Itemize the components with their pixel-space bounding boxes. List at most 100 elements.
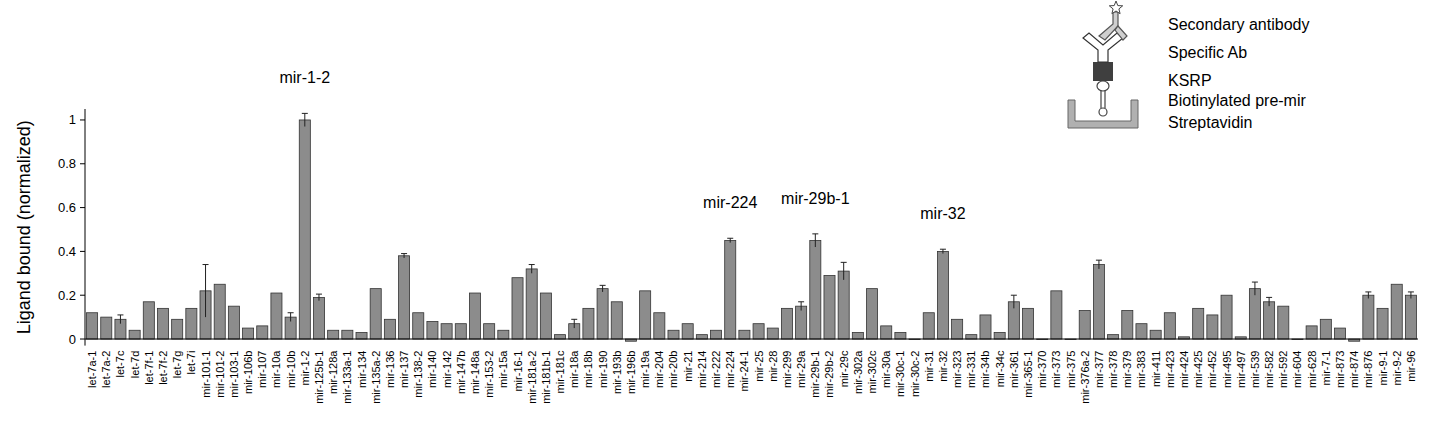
x-tick-label: mir-128a [327,350,339,394]
error-bar [302,113,308,126]
x-tick-label: mir-140 [426,351,438,388]
x-tick-label: mir-214 [696,351,708,388]
x-tick-label: mir-148a [469,350,481,394]
x-tick-label: mir-452 [1206,351,1218,388]
secondary-ab-arm [1115,26,1127,40]
x-tick-label: mir-32 [937,351,949,382]
x-tick-label: mir-18b [582,351,594,388]
x-tick-label: let-7c [114,350,126,377]
bar [157,308,168,339]
bar [399,256,410,339]
bar [455,324,466,339]
bar [1278,306,1289,339]
x-tick-label: mir-137 [398,351,410,388]
x-tick-label: mir-31 [923,351,935,382]
x-tick-label: mir-136 [384,351,396,388]
x-tick-label: mir-9-1 [1377,351,1389,386]
x-tick-label: mir-29b-1 [809,351,821,398]
bar [852,332,863,339]
error-bar [288,313,294,322]
x-tick-label: mir-29b-2 [823,351,835,398]
pre-mir-loop [1097,81,1109,91]
x-tick-label: mir-20b [668,351,680,388]
inset-label: Secondary antibody [1168,16,1309,33]
x-tick-label: mir-125b-1 [313,351,325,404]
secondary-ab-shape [1099,12,1118,40]
bar [881,326,892,339]
bar [101,317,112,339]
annotation: mir-1-2 [279,69,330,86]
bar [1079,311,1090,339]
bar [1122,311,1133,339]
bar [356,332,367,339]
bar [526,269,537,339]
bar [1093,265,1104,339]
bar [257,326,268,339]
error-bar [203,265,209,318]
bar [810,240,821,339]
bar [937,251,948,339]
annotation: mir-32 [920,205,965,222]
bar [370,289,381,339]
y-tick [80,119,85,120]
bar [328,330,339,339]
bar [1022,308,1033,339]
x-tick-label: mir-378 [1107,351,1119,388]
error-bar [841,262,847,280]
error-bars [92,113,1414,341]
bar [313,297,324,339]
bar [668,330,679,339]
x-tick-label: mir-101-2 [214,351,226,398]
annotation: mir-224 [703,194,757,211]
x-tick-label: mir-299 [781,351,793,388]
bar [1221,295,1232,339]
y-tick-label: 1 [69,112,76,127]
bar [696,335,707,339]
x-tick-label: mir-24-1 [738,351,750,392]
x-tick-label: mir-15a [497,350,509,388]
bar [555,335,566,339]
bar [796,306,807,339]
bar [1320,319,1331,339]
bar [824,275,835,339]
x-tick-label: mir-592 [1277,351,1289,388]
error-bar [1365,292,1371,299]
bar [966,335,977,339]
bar [923,313,934,339]
bar [243,328,254,339]
error-bar [401,254,407,258]
error-bar [600,285,606,292]
y-tick [80,251,85,252]
x-tick-label: mir-425 [1192,351,1204,388]
bar [682,324,693,339]
bar [1377,308,1388,339]
bar [1391,284,1402,339]
x-tick-label: mir-34c [994,350,1006,387]
x-tick-label: mir-10a [270,350,282,388]
error-bar [316,294,322,301]
x-tick-label: let-7g [171,351,183,379]
error-bar [1252,282,1258,295]
error-bar [940,249,946,253]
x-tick-label: mir-34b [979,351,991,388]
x-tick-label: mir-135a-2 [370,351,382,404]
x-tick-label: mir-497 [1235,351,1247,388]
error-bar [798,302,804,311]
bar [1051,291,1062,339]
x-tick-label: mir-411 [1150,351,1162,387]
x-tick-label: mir-10b [285,351,297,388]
biotin-shape [1099,108,1107,116]
bar [583,308,594,339]
x-tick-label: mir-153-2 [483,351,495,398]
x-tick-label: mir-138-2 [412,351,424,398]
bars [87,120,1417,341]
bar [271,293,282,339]
bar [739,330,750,339]
bar [1264,302,1275,339]
chart: 00.20.40.60.81Ligand bound (normalized)l… [0,0,1443,438]
bar [540,293,551,339]
bar [228,306,239,339]
y-tick [80,339,85,340]
bar [342,330,353,339]
y-tick-label: 0.6 [58,200,76,215]
